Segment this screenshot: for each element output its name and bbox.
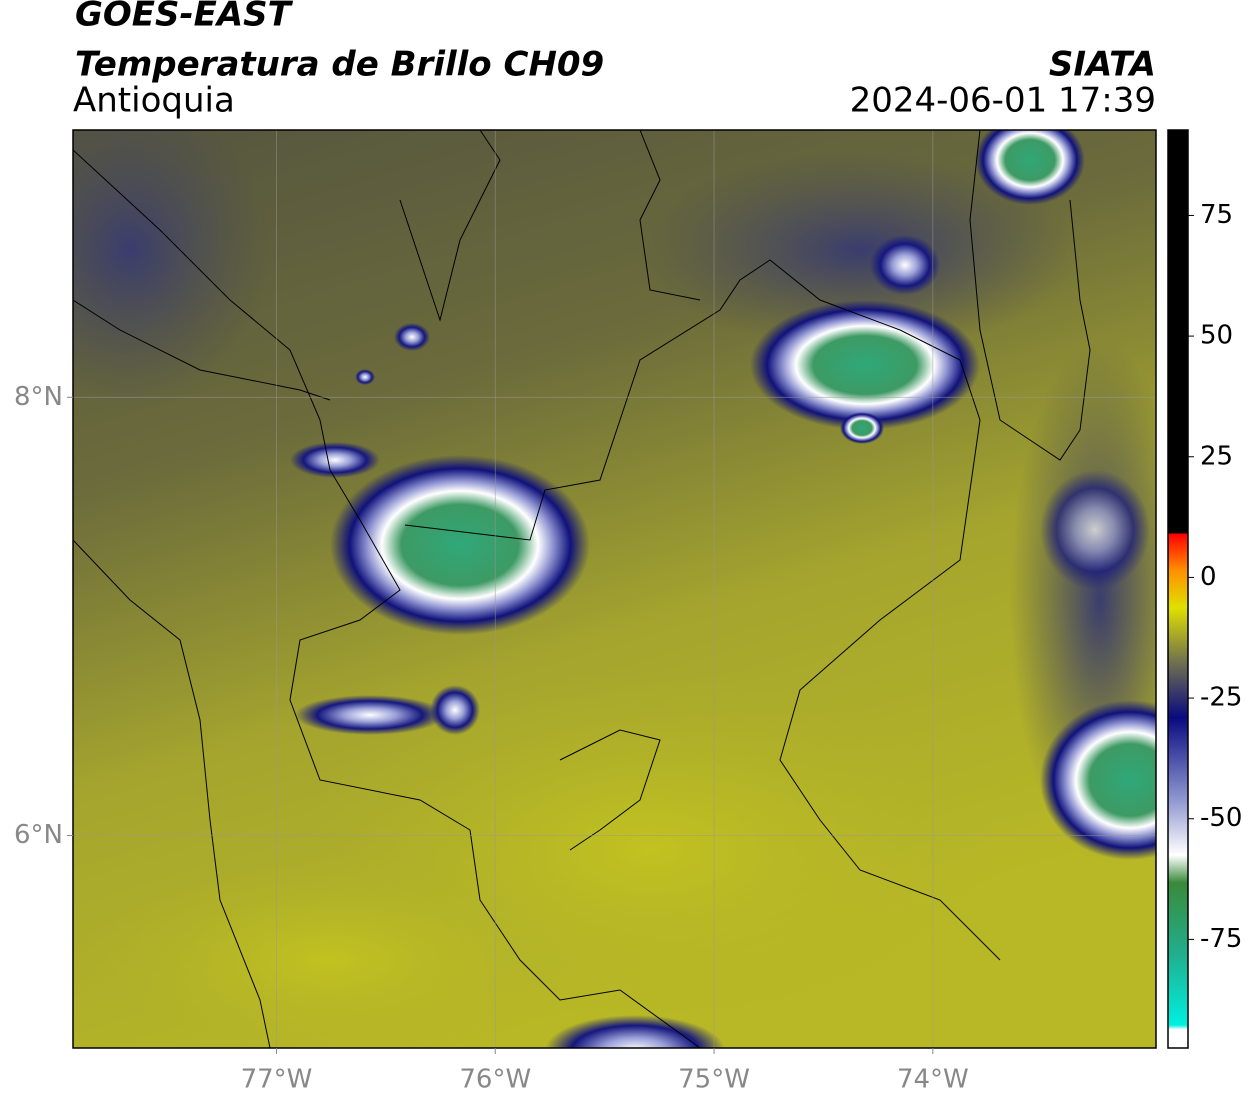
x-tick-label: 77°W [241,1065,313,1095]
satellite-image [73,130,1156,1048]
colorbar-tick-label: -75 [1200,924,1242,954]
map-frame [72,129,1157,1049]
y-tick-label: 6°N [14,820,63,850]
colorbar-tick-label: -25 [1200,683,1242,713]
source: SIATA [1049,45,1156,85]
title: GOES-EAST [75,0,294,35]
y-tick-label: 8°N [14,382,63,412]
colorbar-tick-label: 0 [1200,562,1217,592]
colorbar-tick-label: 75 [1200,200,1233,230]
region: Antioquia [73,81,235,121]
datetime: 2024-06-01 17:39 [850,81,1156,121]
x-tick-label: 76°W [459,1065,531,1095]
subtitle: Temperatura de Brillo CH09 [75,45,604,85]
x-tick-label: 74°W [897,1065,969,1095]
colorbar-tick-label: -50 [1200,803,1242,833]
colorbar [1167,129,1189,1049]
colorbar-tick-label: 50 [1200,321,1233,351]
x-tick-label: 75°W [678,1065,750,1095]
colorbar-tick-label: 25 [1200,441,1233,471]
